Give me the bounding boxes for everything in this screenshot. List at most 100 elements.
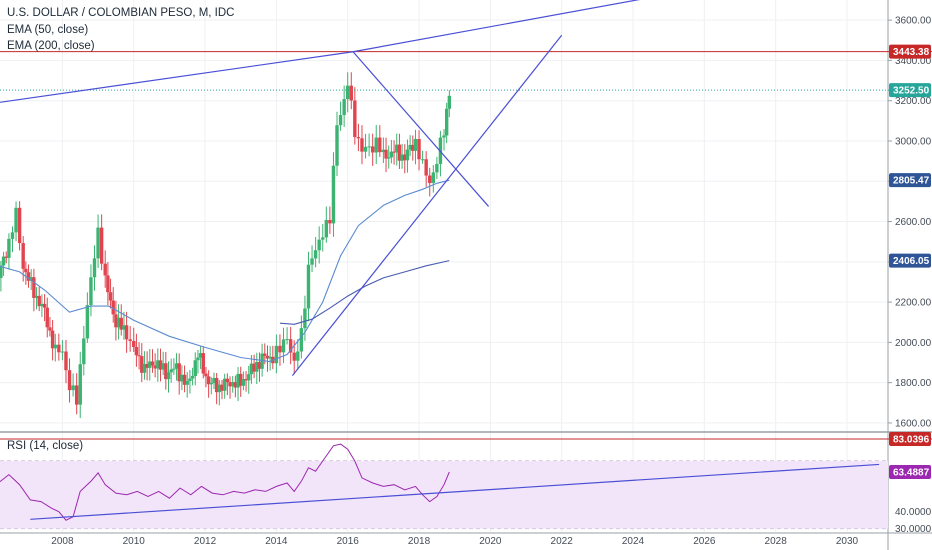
rsi-overbought-oversold-band <box>0 461 888 529</box>
candle-body <box>0 265 3 278</box>
candle-body <box>417 139 421 160</box>
candle-body <box>435 163 439 173</box>
candle-body <box>257 362 262 369</box>
x-tick-label: 2014 <box>265 536 288 547</box>
candle-body <box>34 295 39 298</box>
candle-body <box>188 378 192 381</box>
candle-body <box>116 317 121 328</box>
candle-body <box>156 360 160 369</box>
candle-body <box>374 137 378 153</box>
candle-body <box>26 272 31 281</box>
candle-body <box>85 305 90 339</box>
rsi-trendline[interactable] <box>30 463 880 520</box>
price-tag <box>889 83 931 98</box>
x-tick-label: 2016 <box>337 536 360 547</box>
candle-body <box>424 159 428 176</box>
candle-body <box>403 154 407 161</box>
candle-body <box>198 353 203 358</box>
price-tag <box>889 253 931 268</box>
candle-body <box>321 237 325 240</box>
x-tick-label: 2008 <box>51 536 74 547</box>
candle-body <box>233 382 238 388</box>
y-tick-label: 2600.00 <box>895 217 932 228</box>
candle-body <box>317 239 321 251</box>
candle-body <box>442 135 446 138</box>
y-tick-label: 1600.00 <box>895 418 932 429</box>
candle-body <box>137 355 141 357</box>
candle-body <box>196 357 200 361</box>
candle-body <box>281 339 286 353</box>
candle-body <box>239 373 243 386</box>
rsi-pane[interactable] <box>0 438 932 521</box>
candle-body <box>21 243 25 269</box>
price-axis[interactable]: 1600.001800.002000.002200.002400.002600.… <box>51 16 931 547</box>
candle-body <box>278 345 282 353</box>
candle-body <box>255 362 259 372</box>
price-tag-label: 2805.47 <box>893 176 930 187</box>
candle-body <box>172 368 176 370</box>
rsi-legend[interactable]: RSI (14, close) <box>7 440 84 452</box>
x-tick-label: 2028 <box>765 536 788 547</box>
candle-body <box>14 207 18 233</box>
candle-body <box>180 374 184 382</box>
candle-body <box>222 378 227 391</box>
candle-body <box>4 256 8 258</box>
y-tick-label: 3600.00 <box>895 16 932 27</box>
candle-body <box>166 372 171 380</box>
candle-body <box>132 340 136 347</box>
price-pane[interactable] <box>0 0 932 419</box>
candle-body <box>17 207 22 244</box>
candle-body <box>408 144 412 150</box>
candle-body <box>296 351 300 361</box>
candle-body <box>324 219 329 238</box>
x-tick-label: 2026 <box>693 536 716 547</box>
candle-body <box>431 172 436 184</box>
candle-body <box>124 325 129 340</box>
candle-body <box>169 369 173 373</box>
candle-body <box>252 363 256 372</box>
candle-body <box>349 85 353 101</box>
candle-body <box>292 352 296 361</box>
candle-body <box>57 344 61 353</box>
candle-body <box>148 361 152 368</box>
candle-body <box>342 99 346 116</box>
candle-body <box>32 277 36 298</box>
candle-body <box>74 385 79 405</box>
trendline[interactable] <box>291 34 563 376</box>
candle-body <box>247 374 251 381</box>
price-tag-label: 63.4887 <box>893 468 930 479</box>
ema50-legend[interactable]: EMA (50, close) <box>7 24 89 36</box>
candle-body <box>328 219 332 224</box>
candle-body <box>214 378 219 393</box>
y-tick-label: 3000.00 <box>895 136 932 147</box>
candle-body <box>60 351 65 353</box>
x-tick-label: 2020 <box>479 536 502 547</box>
candle-body <box>71 385 75 391</box>
candle-body <box>335 125 339 166</box>
candle-body <box>1 256 6 266</box>
candle-body <box>384 149 388 159</box>
trendline[interactable] <box>0 51 354 103</box>
candle-body <box>363 146 368 152</box>
ema200-legend[interactable]: EMA (200, close) <box>7 40 95 52</box>
candle-body <box>78 364 82 405</box>
candle-body <box>114 314 118 328</box>
candle-body <box>274 345 279 364</box>
trendline[interactable] <box>352 0 654 53</box>
candle-body <box>82 338 86 365</box>
candle-body <box>228 382 232 387</box>
candle-body <box>367 146 371 148</box>
candle-body <box>53 344 57 349</box>
candle-body <box>7 238 11 258</box>
price-tag-label: 3252.50 <box>893 86 930 97</box>
trendline[interactable] <box>352 51 490 207</box>
candle-body <box>96 227 100 259</box>
candle-body <box>212 378 216 383</box>
candle-body <box>387 157 391 159</box>
candle-body <box>353 100 357 138</box>
candle-body <box>106 275 110 293</box>
price-tag <box>889 465 931 480</box>
y-tick-label: 3200.00 <box>895 96 932 107</box>
candle-body <box>182 374 187 385</box>
candle-body <box>338 115 343 126</box>
